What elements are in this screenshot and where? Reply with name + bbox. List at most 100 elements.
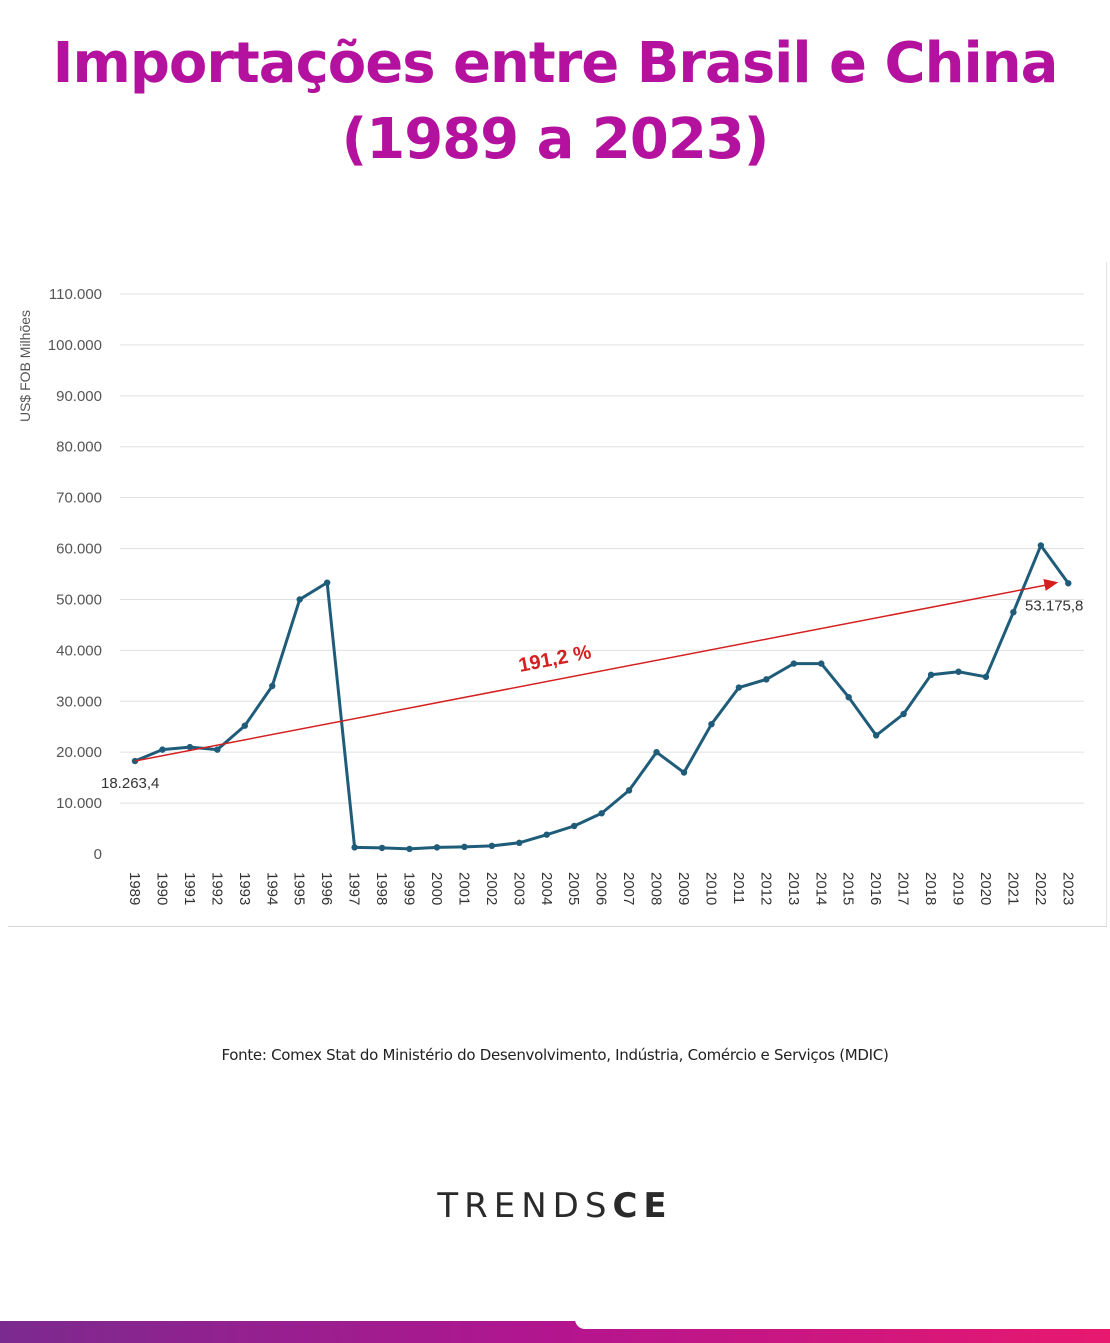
y-axis-label: US$ FOB Milhões: [17, 310, 33, 422]
data-point: [845, 694, 852, 701]
x-tick-label: 2010: [702, 872, 719, 905]
trend-arrowhead: [1043, 579, 1059, 591]
data-point: [900, 710, 907, 718]
x-tick-label: 2004: [538, 872, 555, 905]
y-tick-label: 40.000: [56, 642, 102, 659]
data-point: [516, 839, 523, 846]
data-point: [735, 684, 743, 691]
x-tick-label: 1997: [346, 872, 363, 905]
data-point: [186, 743, 194, 751]
data-point: [543, 831, 550, 838]
start-value-label: 18.263,4: [101, 775, 159, 792]
y-tick-label: 60.000: [56, 541, 102, 558]
data-point: [269, 682, 276, 690]
y-tick-label: 0: [94, 846, 102, 863]
data-point: [763, 676, 770, 683]
x-tick-label: 1989: [126, 872, 143, 905]
x-tick-label: 2007: [620, 872, 637, 905]
x-tick-label: 2003: [510, 872, 527, 905]
trend-percent-label: 191,2 %: [517, 641, 593, 677]
page-title: Importações entre Brasil e China (1989 a…: [0, 26, 1110, 178]
data-point: [680, 769, 688, 776]
x-tick-label: 2009: [675, 872, 692, 905]
data-point: [378, 844, 386, 852]
x-tick-label: 2018: [922, 872, 939, 905]
data-point: [1065, 580, 1072, 587]
x-tick-label: 1996: [318, 872, 335, 905]
data-point: [598, 810, 605, 817]
y-tick-label: 100.000: [48, 337, 102, 354]
logo-part-ce: CE: [612, 1186, 673, 1226]
y-tick-label: 10.000: [56, 795, 102, 812]
x-tick-label: 2022: [1032, 872, 1049, 905]
x-tick-label: 2021: [1004, 872, 1021, 905]
x-tick-label: 2013: [785, 872, 802, 905]
trend-layer: [134, 579, 1059, 762]
data-point: [790, 660, 797, 667]
data-point: [351, 844, 358, 851]
x-tick-label: 1995: [291, 872, 308, 905]
x-tick-label: 2017: [895, 872, 912, 905]
data-point: [625, 787, 633, 794]
data-point: [488, 842, 496, 850]
x-tick-label: 1991: [181, 872, 198, 905]
y-tick-label: 90.000: [56, 388, 102, 405]
x-tick-label: 1993: [236, 872, 253, 905]
data-point: [296, 596, 303, 603]
x-tick-label: 2023: [1059, 872, 1076, 905]
x-tick-label: 1994: [263, 872, 280, 905]
chart-panel: 0 10.000 20.000 30.000 40.000 50.000 60.000 70.…: [8, 262, 1107, 927]
x-tick-label: 2002: [483, 872, 500, 905]
x-tick-label: 1990: [153, 872, 170, 905]
x-tick-label: 2001: [455, 872, 472, 905]
bottom-bar-notch: [575, 1319, 1110, 1329]
data-point: [214, 746, 221, 753]
data-point: [872, 732, 880, 739]
data-point: [323, 579, 331, 586]
y-tick-label: 30.000: [56, 693, 102, 710]
source-note: Fonte: Comex Stat do Ministério do Desen…: [221, 1046, 889, 1064]
x-tick-label: 2014: [812, 872, 829, 905]
gridlines: [120, 293, 1084, 804]
data-point: [927, 671, 935, 678]
y-tick-label: 70.000: [56, 490, 102, 507]
data-point: [1037, 542, 1045, 549]
trend-line: [134, 583, 1051, 762]
data-point: [241, 722, 248, 729]
x-tick-label: 2016: [867, 872, 884, 905]
x-tick-label: 1992: [208, 872, 225, 905]
x-axis-ticks: 1989 1990 1991 1992 1993 1994 1995 1996 1997 1998…: [126, 872, 1076, 905]
x-tick-label: 2000: [428, 872, 445, 905]
x-tick-label: 1999: [401, 872, 418, 905]
x-tick-label: 2008: [648, 872, 665, 905]
y-tick-label: 50.000: [56, 591, 102, 608]
data-point: [159, 746, 166, 753]
data-point: [982, 673, 990, 681]
data-point: [955, 668, 962, 675]
x-tick-label: 2015: [840, 872, 857, 905]
x-tick-label: 1998: [373, 872, 390, 905]
y-tick-label: 110.000: [49, 286, 102, 303]
x-tick-label: 2020: [977, 872, 994, 905]
x-tick-label: 2006: [593, 872, 610, 905]
data-point: [708, 720, 715, 728]
data-point: [1010, 608, 1017, 616]
series-layer: [131, 542, 1072, 853]
end-value-label: 53.175,8: [1025, 597, 1083, 614]
y-tick-label: 80.000: [56, 439, 102, 456]
line-chart: 0 10.000 20.000 30.000 40.000 50.000 60.000 70.…: [17, 286, 1084, 905]
title-line-1: Importações entre Brasil e China: [52, 31, 1059, 96]
data-point: [406, 845, 413, 853]
y-tick-label: 20.000: [56, 744, 102, 761]
x-tick-label: 2005: [565, 872, 582, 905]
x-tick-label: 2011: [730, 872, 747, 904]
x-tick-label: 2019: [950, 872, 967, 905]
logo-part-trends: TRENDS: [437, 1186, 613, 1226]
y-axis-ticks: 0 10.000 20.000 30.000 40.000 50.000 60.000 70.…: [48, 286, 102, 863]
data-point: [571, 822, 578, 830]
data-point: [433, 844, 441, 851]
data-point: [653, 748, 660, 756]
x-tick-label: 2012: [757, 872, 774, 905]
brand-logo: TRENDSCE: [0, 1186, 1110, 1226]
data-point: [818, 660, 825, 667]
